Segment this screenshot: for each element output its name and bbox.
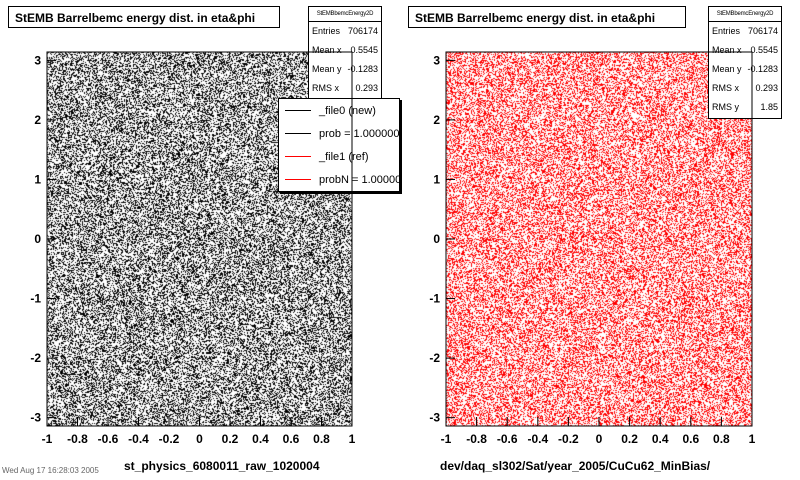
legend-label: _file1 (ref) [319, 150, 369, 163]
stats-label: RMS x [312, 83, 339, 93]
plot-frame [46, 51, 353, 427]
y-tick-label: 3 [34, 53, 41, 67]
stats-row: RMS x 0.293 [309, 79, 381, 98]
stats-value: 0.5545 [750, 45, 778, 55]
stats-row: RMS y 1.85 [709, 98, 781, 117]
legend-line-red [285, 179, 311, 180]
y-tick-label: 1 [433, 172, 440, 186]
right-chart-title: StEMB Barrelbemc energy dist. in eta&phi [408, 6, 686, 28]
y-tick-label: -3 [30, 411, 41, 425]
x-tick-label: 0.6 [682, 432, 699, 446]
stats-row: RMS x 0.293 [709, 79, 781, 98]
x-tick-label: 0 [596, 432, 603, 446]
legend-label: prob = 1.000000 [319, 127, 400, 140]
legend-entry: prob = 1.000000 [279, 122, 399, 145]
y-tick-label: 3 [433, 53, 440, 67]
legend-box: _file0 (new) prob = 1.000000 _file1 (ref… [278, 98, 400, 192]
x-tick-label: -0.6 [497, 432, 518, 446]
stats-row: Mean y -0.1283 [309, 60, 381, 79]
stats-value: -0.1283 [347, 64, 378, 74]
stats-value: 0.5545 [350, 45, 378, 55]
footer-timestamp: Wed Aug 17 16:28:03 2005 [2, 466, 99, 475]
left-stats-name: StEMBbemcEnergy2D [309, 7, 381, 22]
y-tick-label: -1 [429, 292, 440, 306]
plot-frame [445, 51, 753, 427]
left-stats-box: StEMBbemcEnergy2D Entries 706174 Mean x 0.… [308, 6, 382, 100]
stats-label: Mean x [312, 45, 342, 55]
y-tick-label: -3 [429, 411, 440, 425]
left-chart-title: StEMB Barrelbemc energy dist. in eta&phi [8, 6, 280, 28]
y-tick-label: 0 [34, 232, 41, 246]
stats-value: 706174 [747, 26, 778, 36]
stats-row: Mean y -0.1283 [709, 60, 781, 79]
y-tick-label: -2 [30, 351, 41, 365]
x-tick-label: -0.8 [466, 432, 487, 446]
y-tick-label: 1 [34, 172, 41, 186]
x-tick-label: -0.4 [128, 432, 149, 446]
x-tick-label: 1 [749, 432, 756, 446]
x-tick-label: -0.2 [558, 432, 579, 446]
y-tick-label: 0 [433, 232, 440, 246]
legend-label: probN = 1.000000 [319, 173, 400, 186]
x-tick-label: 0.8 [713, 432, 730, 446]
stats-row: Entries 706174 [309, 22, 381, 41]
y-tick-label: 2 [34, 113, 41, 127]
x-tick-label: 0.2 [222, 432, 239, 446]
right-stats-box: StEMBbemcEnergy2D Entries 706174 Mean x 0.… [708, 6, 782, 119]
x-tick-label: 0.2 [621, 432, 638, 446]
stats-value: 0.293 [355, 83, 378, 93]
stats-label: Mean y [712, 64, 742, 74]
legend-line-black [285, 133, 311, 134]
x-tick-label: 1 [349, 432, 356, 446]
right-chart-pad: StEMB Barrelbemc energy dist. in eta&phi… [400, 0, 800, 480]
legend-entry: _file1 (ref) [279, 145, 399, 168]
stats-value: -0.1283 [747, 64, 778, 74]
stats-value: 1.85 [760, 102, 778, 112]
right-stats-name: StEMBbemcEnergy2D [709, 7, 781, 22]
stats-row: Mean x 0.5545 [309, 41, 381, 60]
stats-label: RMS x [712, 83, 739, 93]
stats-label: Mean x [712, 45, 742, 55]
stats-label: Entries [312, 26, 341, 36]
stats-value: 706174 [347, 26, 378, 36]
x-tick-label: 0.4 [652, 432, 669, 446]
y-tick-label: -2 [429, 351, 440, 365]
legend-line-red [285, 156, 311, 157]
x-tick-label: -1 [42, 432, 53, 446]
stats-label: Entries [712, 26, 741, 36]
legend-label: _file0 (new) [319, 104, 376, 117]
legend-entry: probN = 1.000000 [279, 168, 399, 191]
stats-row: Mean x 0.5545 [709, 41, 781, 60]
stats-label: RMS y [712, 102, 739, 112]
x-tick-label: 0 [196, 432, 203, 446]
legend-line-black [285, 110, 311, 111]
stats-value: 0.293 [755, 83, 778, 93]
x-tick-label: -0.4 [527, 432, 548, 446]
right-x-axis-title: dev/daq_sl302/Sat/year_2005/CuCu62_MinBi… [440, 459, 711, 473]
left-x-axis-title: st_physics_6080011_raw_1020004 [124, 459, 320, 473]
y-tick-label: 2 [433, 113, 440, 127]
stats-row: Entries 706174 [709, 22, 781, 41]
x-tick-label: -0.6 [98, 432, 119, 446]
left-chart-pad: StEMB Barrelbemc energy dist. in eta&phi… [8, 6, 400, 473]
legend-entry: _file0 (new) [279, 99, 399, 122]
x-tick-label: 0.4 [252, 432, 269, 446]
x-tick-label: -1 [441, 432, 452, 446]
stats-label: Mean y [312, 64, 342, 74]
y-tick-label: -1 [30, 292, 41, 306]
x-tick-label: -0.8 [67, 432, 88, 446]
x-tick-label: -0.2 [159, 432, 180, 446]
x-tick-label: 0.6 [283, 432, 300, 446]
x-tick-label: 0.8 [313, 432, 330, 446]
